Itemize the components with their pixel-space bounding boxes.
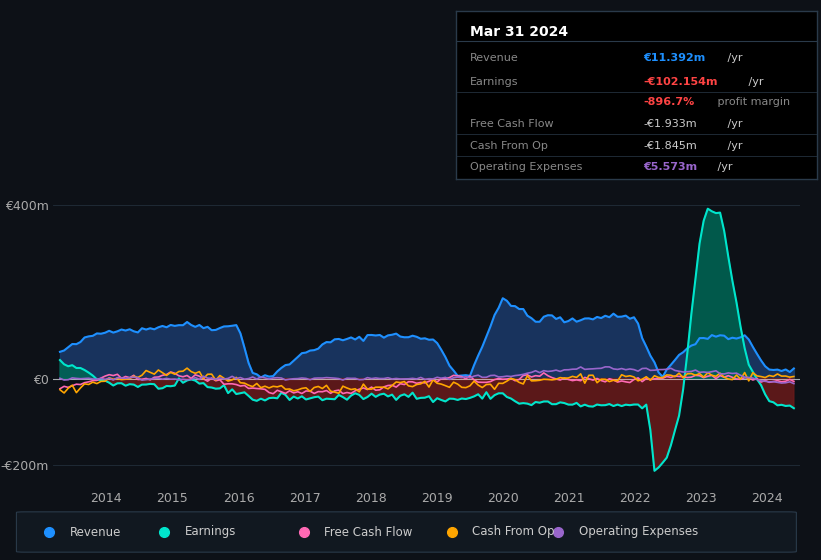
Text: /yr: /yr: [724, 141, 743, 151]
Text: -896.7%: -896.7%: [644, 97, 695, 107]
Text: Operating Expenses: Operating Expenses: [579, 525, 698, 539]
Text: €11.392m: €11.392m: [644, 53, 706, 63]
Text: /yr: /yr: [724, 53, 743, 63]
Text: /yr: /yr: [724, 119, 743, 129]
Text: Operating Expenses: Operating Expenses: [470, 162, 582, 172]
Text: profit margin: profit margin: [714, 97, 791, 107]
Text: /yr: /yr: [745, 77, 764, 87]
Text: -€1.845m: -€1.845m: [644, 141, 697, 151]
Text: Free Cash Flow: Free Cash Flow: [470, 119, 553, 129]
Text: /yr: /yr: [714, 162, 733, 172]
Text: Free Cash Flow: Free Cash Flow: [324, 525, 413, 539]
FancyBboxPatch shape: [16, 512, 796, 552]
Text: Cash From Op: Cash From Op: [470, 141, 548, 151]
Text: Earnings: Earnings: [470, 77, 519, 87]
Text: Cash From Op: Cash From Op: [472, 525, 554, 539]
Text: -€102.154m: -€102.154m: [644, 77, 718, 87]
Text: Mar 31 2024: Mar 31 2024: [470, 25, 568, 39]
Text: Revenue: Revenue: [70, 525, 122, 539]
Text: Earnings: Earnings: [185, 525, 236, 539]
Text: €5.573m: €5.573m: [644, 162, 698, 172]
Text: Revenue: Revenue: [470, 53, 519, 63]
Text: -€1.933m: -€1.933m: [644, 119, 697, 129]
